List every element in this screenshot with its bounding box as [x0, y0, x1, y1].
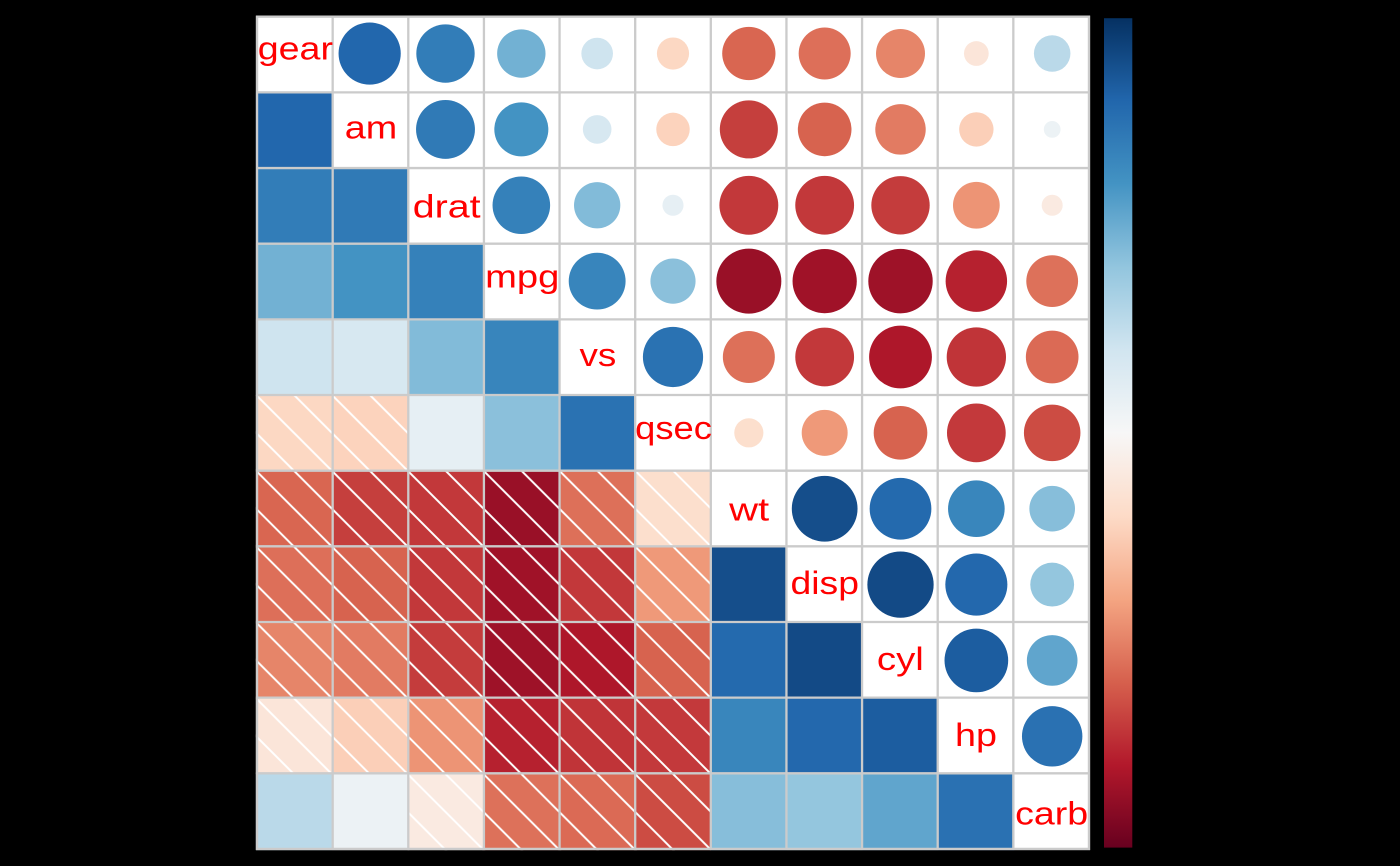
svg-text:disp: disp	[791, 565, 859, 601]
svg-text:mpg: mpg	[485, 258, 559, 294]
svg-text:cyl: cyl	[877, 641, 924, 677]
svg-text:hp: hp	[955, 717, 997, 753]
svg-text:qsec: qsec	[635, 410, 712, 446]
svg-text:vs: vs	[579, 337, 616, 373]
svg-text:wt: wt	[728, 491, 769, 527]
svg-text:drat: drat	[413, 189, 481, 225]
svg-text:carb: carb	[1015, 796, 1088, 832]
svg-text:gear: gear	[258, 31, 334, 67]
svg-text:am: am	[345, 110, 397, 146]
